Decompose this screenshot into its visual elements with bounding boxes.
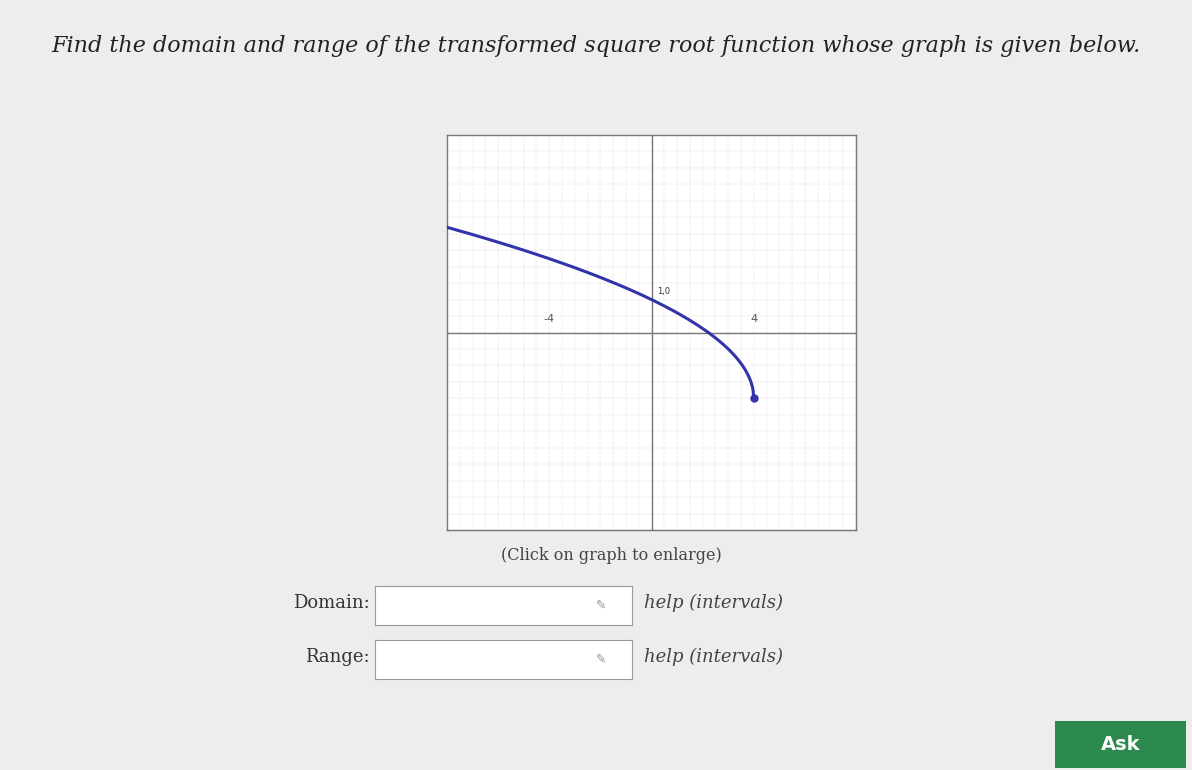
Text: -4: -4 — [544, 314, 554, 324]
Text: Ask: Ask — [1100, 735, 1141, 754]
Text: Range:: Range: — [305, 648, 370, 666]
Text: Domain:: Domain: — [293, 594, 370, 612]
Text: help (intervals): help (intervals) — [644, 648, 783, 666]
Text: ✎: ✎ — [596, 599, 607, 612]
Text: 4: 4 — [750, 314, 757, 324]
Text: (Click on graph to enlarge): (Click on graph to enlarge) — [501, 547, 722, 564]
Text: ✎: ✎ — [596, 653, 607, 666]
Text: help (intervals): help (intervals) — [644, 594, 783, 612]
Text: Find the domain and range of the transformed square root function whose graph is: Find the domain and range of the transfo… — [51, 35, 1141, 57]
Text: 1,0: 1,0 — [657, 287, 670, 296]
